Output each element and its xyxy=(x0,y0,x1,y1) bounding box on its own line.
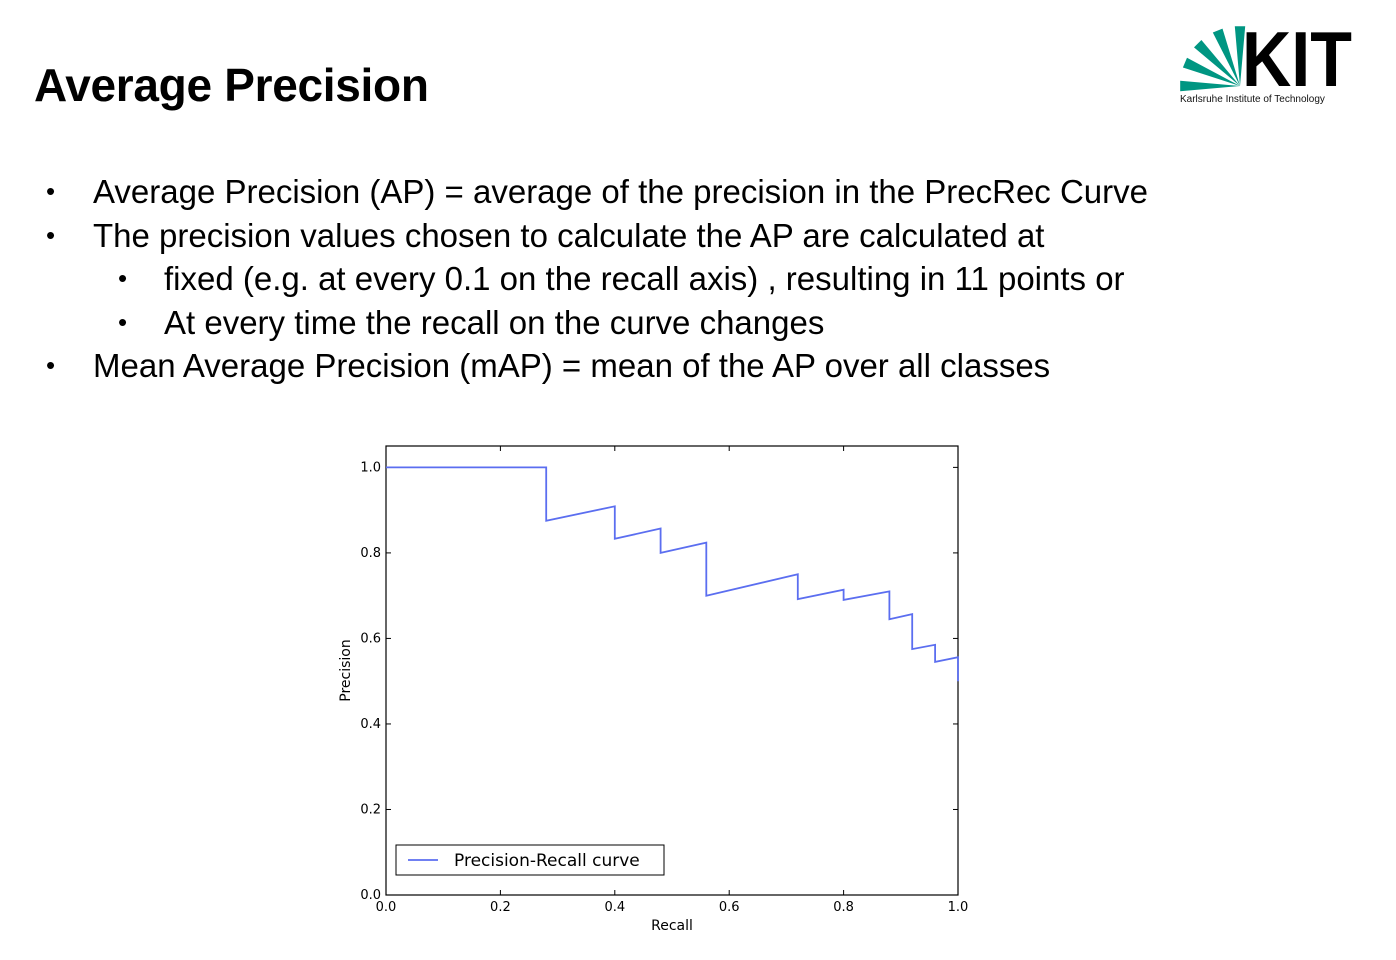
bullet-text: At every time the recall on the curve ch… xyxy=(164,303,825,341)
y-tick-label: 0.6 xyxy=(360,631,381,646)
bullet-point-icon: • xyxy=(46,176,56,206)
x-axis-label: Recall xyxy=(651,918,693,934)
y-tick-label: 0.2 xyxy=(360,802,381,817)
kit-logo-fan xyxy=(1180,26,1246,92)
bullet-text: Mean Average Precision (mAP) = mean of t… xyxy=(93,347,1051,384)
bullet-point-icon: • xyxy=(118,263,128,293)
plot-frame xyxy=(385,445,959,896)
kit-logo: KIT Karlsruhe Institute of Technology xyxy=(1176,15,1356,110)
bullet-text: The precision values chosen to calculate… xyxy=(93,216,1045,254)
x-tick-label: 0.8 xyxy=(833,900,854,915)
y-tick-label: 0.0 xyxy=(360,888,381,903)
bullet-point-icon: • xyxy=(46,350,56,380)
x-tick-label: 0.2 xyxy=(490,900,511,915)
y-tick-label: 0.4 xyxy=(360,717,381,732)
bullet-point-icon: • xyxy=(46,219,56,250)
slide-title: Average Precision xyxy=(34,59,429,111)
x-tick-label: 0.0 xyxy=(376,900,397,915)
kit-logo-ray xyxy=(1212,28,1240,87)
kit-logo-ray xyxy=(1234,26,1246,86)
bullet-point-icon: • xyxy=(118,306,128,337)
kit-logo-mark: KIT xyxy=(1180,15,1352,103)
y-tick-label: 1.0 xyxy=(360,460,381,475)
kit-logo-ray xyxy=(1180,80,1240,92)
x-tick-label: 1.0 xyxy=(948,900,969,915)
series-line-precision-recall xyxy=(386,466,959,682)
x-tick-label: 0.4 xyxy=(604,900,625,915)
legend-box xyxy=(395,844,665,876)
kit-logo-ray xyxy=(1182,57,1240,86)
legend-label: Precision-Recall curve xyxy=(454,851,640,871)
bullet-text: Average Precision (AP) = average of the … xyxy=(93,173,1149,210)
x-tick-label: 0.6 xyxy=(719,900,740,915)
y-axis-label: Precision xyxy=(338,639,354,701)
bullet-text: fixed (e.g. at every 0.1 on the recall a… xyxy=(164,260,1125,297)
y-tick-label: 0.8 xyxy=(360,546,381,561)
pr-curve-chart: 0.0 0.2 0.4 0.6 0.8 1.0 0.0 0.2 0.4 0.6 0.8 1.0 Reca… xyxy=(338,445,969,934)
kit-logo-wordmark: KIT xyxy=(1242,24,1352,94)
kit-logo-ray xyxy=(1194,40,1240,86)
kit-logo-subtitle: Karlsruhe Institute of Technology xyxy=(1180,94,1325,105)
